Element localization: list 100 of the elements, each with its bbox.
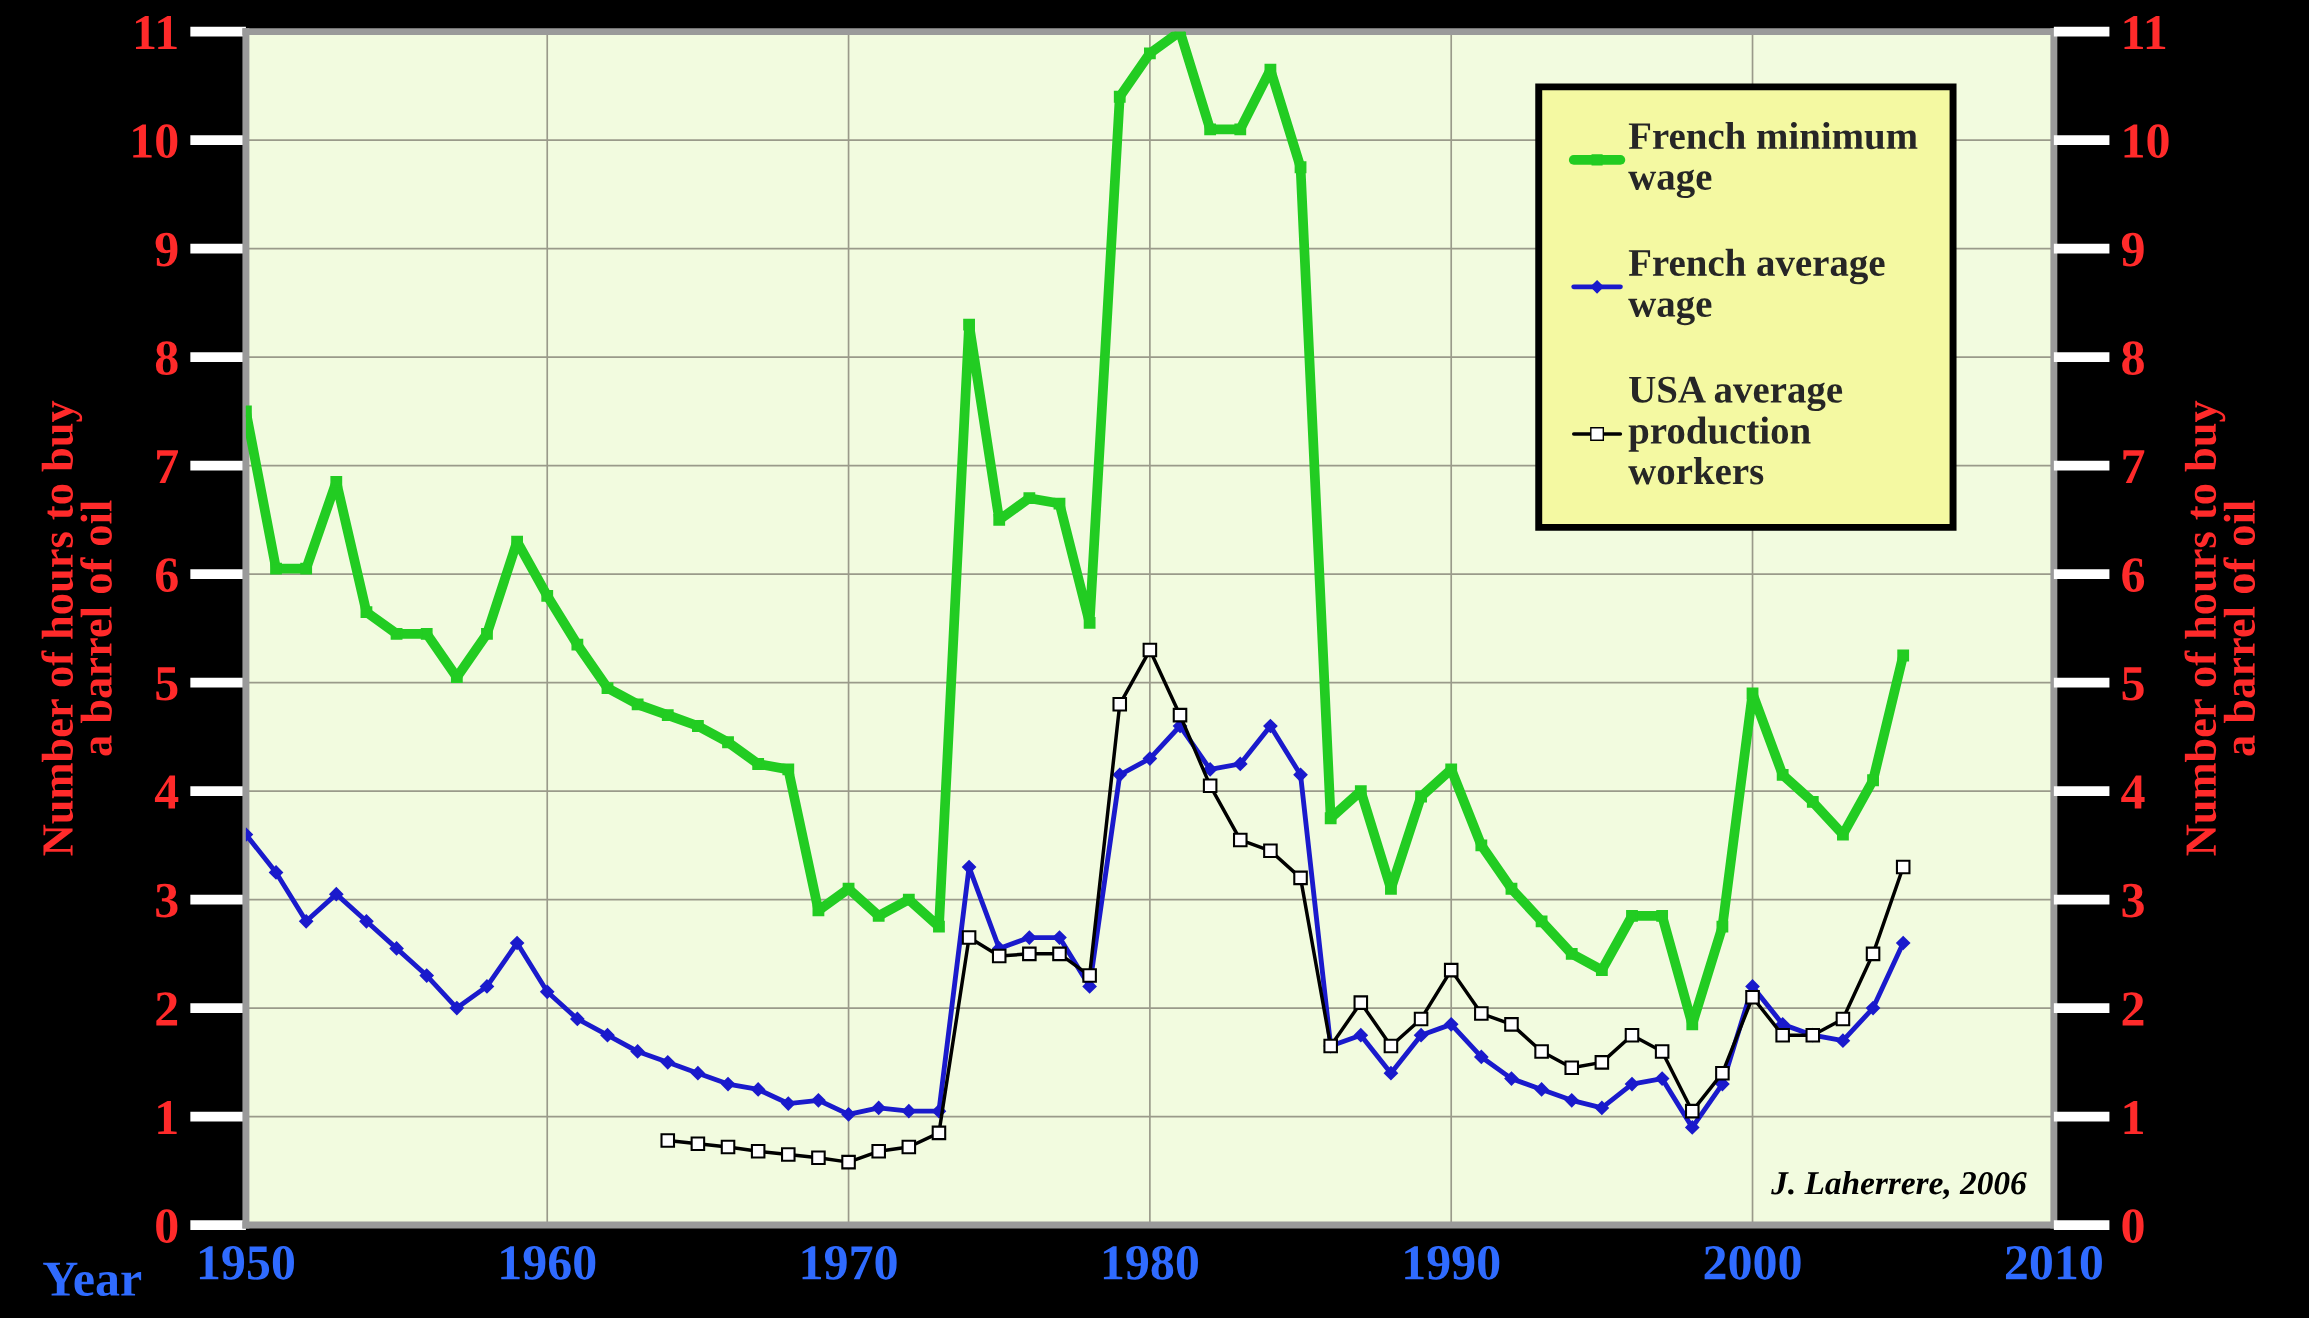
point — [1654, 1044, 1670, 1059]
point — [1867, 774, 1879, 787]
point — [933, 920, 945, 933]
y2-tick-label: 5 — [2122, 667, 2144, 701]
point — [1504, 1017, 1519, 1032]
point — [690, 1066, 705, 1081]
point — [1204, 123, 1217, 136]
point — [481, 627, 493, 640]
point — [1113, 90, 1126, 103]
point — [720, 1139, 736, 1155]
annotation: J. Laherrere, 2006 — [1771, 1170, 2027, 1200]
point — [1263, 719, 1278, 733]
y-tick-label: 5 — [156, 667, 178, 701]
point — [1353, 1028, 1368, 1043]
point — [1897, 649, 1910, 662]
point — [389, 941, 404, 956]
point — [901, 1104, 916, 1119]
y-tick-label: 8 — [155, 341, 178, 375]
point — [1413, 1011, 1429, 1027]
point — [1776, 768, 1789, 781]
point — [1565, 947, 1578, 960]
y2-tick-label: 10 — [2124, 124, 2169, 158]
point — [1534, 1082, 1549, 1097]
y-tick-label: 4 — [154, 775, 179, 809]
y2-tick-label: 4 — [2121, 775, 2145, 809]
point — [1806, 796, 1819, 808]
point — [1415, 790, 1427, 803]
point — [630, 1044, 645, 1059]
point — [722, 736, 734, 749]
point — [1022, 946, 1037, 962]
point — [541, 589, 554, 602]
point — [1052, 946, 1067, 962]
point — [1474, 1006, 1489, 1021]
point — [1384, 1066, 1398, 1081]
legend-label: French minimum wage — [1628, 121, 1918, 199]
point — [1203, 762, 1218, 777]
point — [540, 984, 555, 999]
point — [901, 1139, 917, 1155]
point — [1082, 968, 1097, 983]
point — [961, 930, 977, 945]
point — [660, 1055, 675, 1070]
point — [1534, 1044, 1549, 1059]
point — [419, 968, 434, 983]
point — [1142, 751, 1157, 766]
point — [329, 887, 344, 902]
point — [449, 1001, 464, 1016]
point — [1624, 1027, 1640, 1043]
x-tick-label: 1950 — [199, 1245, 294, 1280]
y-tick-label: 2 — [156, 992, 178, 1026]
point — [1112, 697, 1128, 712]
point — [781, 1147, 796, 1162]
x-tick-label: 1960 — [501, 1245, 596, 1280]
point — [1294, 161, 1307, 174]
y2-tick-label: 7 — [2123, 450, 2145, 483]
x-tick-label: 2000 — [1704, 1245, 1801, 1280]
point — [1716, 920, 1729, 933]
point — [420, 627, 433, 640]
point — [721, 1077, 735, 1091]
point — [752, 758, 765, 770]
point — [690, 1136, 706, 1151]
point — [1896, 936, 1911, 950]
point — [1626, 909, 1638, 922]
point — [1053, 497, 1066, 510]
y2-tick-label: 1 — [2124, 1100, 2143, 1134]
point — [1383, 1038, 1399, 1054]
point — [1656, 909, 1669, 922]
point — [1234, 123, 1247, 136]
y-tick-label: 9 — [155, 232, 178, 267]
point — [811, 1150, 826, 1166]
x-tick-label: 1980 — [1103, 1245, 1198, 1280]
point — [931, 1125, 947, 1141]
point — [1232, 832, 1248, 848]
y2-axis-title: Number of hours to buy a barrel of oil — [2184, 400, 2256, 856]
x-tick-label: 1970 — [802, 1245, 897, 1280]
point — [1625, 1077, 1639, 1091]
point — [1414, 1028, 1428, 1043]
y2-tick-label: 3 — [2122, 883, 2144, 918]
point — [750, 1144, 766, 1159]
point — [660, 1133, 676, 1148]
point — [1142, 642, 1158, 658]
point — [1293, 767, 1308, 782]
point — [510, 936, 525, 950]
point — [1504, 1071, 1519, 1086]
point — [359, 914, 374, 929]
point — [991, 948, 1007, 964]
point — [1474, 1049, 1489, 1064]
point — [1083, 617, 1096, 629]
y2-tick-label: 6 — [2122, 558, 2145, 592]
y2-tick-label: 2 — [2122, 992, 2144, 1026]
point — [1866, 1001, 1880, 1016]
y2-tick-label: 11 — [2124, 15, 2166, 49]
point — [1263, 843, 1278, 859]
point — [841, 1154, 856, 1170]
x-tick-label: 1990 — [1405, 1245, 1500, 1280]
point — [1655, 1071, 1670, 1086]
point — [570, 1012, 585, 1026]
point — [1353, 995, 1369, 1010]
point — [1052, 930, 1067, 945]
point — [1443, 962, 1459, 978]
point — [1475, 839, 1488, 852]
